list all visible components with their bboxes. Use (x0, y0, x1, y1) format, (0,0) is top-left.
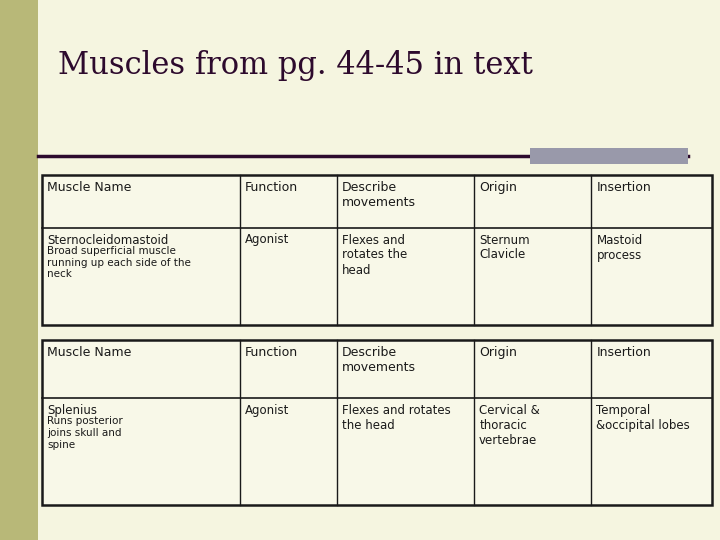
Text: Function: Function (245, 346, 298, 359)
Text: Agonist: Agonist (245, 233, 289, 246)
Text: Temporal
&occipital lobes: Temporal &occipital lobes (596, 404, 690, 432)
Text: Flexes and
rotates the
head: Flexes and rotates the head (342, 233, 407, 276)
Text: Insertion: Insertion (596, 181, 651, 194)
Text: Muscle Name: Muscle Name (47, 181, 131, 194)
Text: Function: Function (245, 181, 298, 194)
Text: Sternocleidomastoid: Sternocleidomastoid (47, 233, 168, 246)
Text: Describe
movements: Describe movements (342, 181, 416, 209)
Text: Muscle Name: Muscle Name (47, 346, 131, 359)
Bar (42, 340, 712, 505)
Text: Splenius: Splenius (47, 404, 97, 417)
Text: Flexes and rotates
the head: Flexes and rotates the head (342, 404, 451, 432)
Text: Origin: Origin (479, 346, 517, 359)
Text: Runs posterior
joins skull and
spine: Runs posterior joins skull and spine (47, 416, 122, 450)
Text: Describe
movements: Describe movements (342, 346, 416, 374)
Text: Cervical &
thoracic
vertebrae: Cervical & thoracic vertebrae (479, 404, 540, 447)
Text: Broad superficial muscle
running up each side of the
neck: Broad superficial muscle running up each… (47, 246, 191, 280)
Text: Origin: Origin (479, 181, 517, 194)
Text: Insertion: Insertion (596, 346, 651, 359)
Text: Agonist: Agonist (245, 404, 289, 417)
Text: Sternum
Clavicle: Sternum Clavicle (479, 233, 530, 261)
Bar (530, 148, 688, 164)
Bar (42, 175, 712, 325)
Bar (0, 0, 38, 540)
Text: Muscles from pg. 44-45 in text: Muscles from pg. 44-45 in text (58, 50, 533, 81)
Text: Mastoid
process: Mastoid process (596, 233, 643, 261)
